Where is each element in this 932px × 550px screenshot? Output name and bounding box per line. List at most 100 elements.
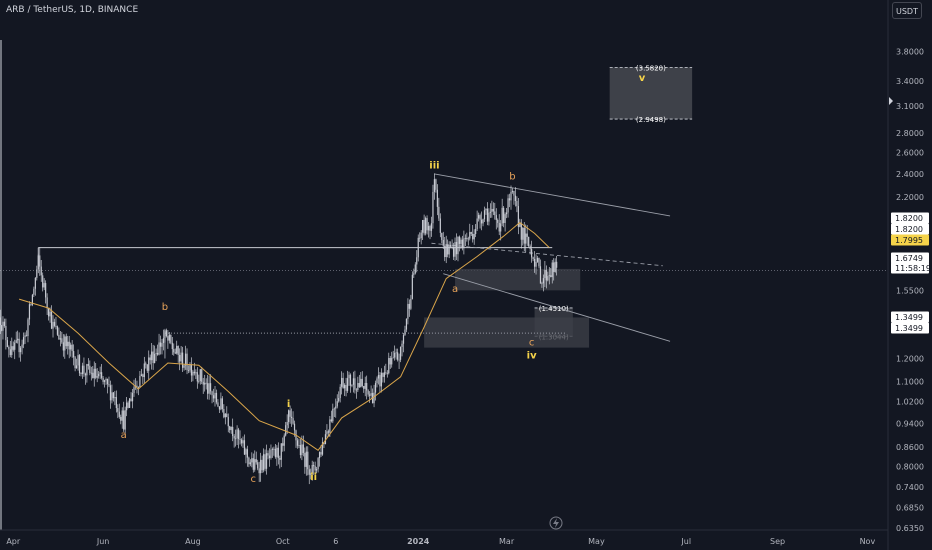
candle-body [143,363,145,378]
candle-body [475,229,477,234]
candle-body [330,419,332,422]
candle-body [503,207,505,223]
candle-body [349,374,352,386]
wave-label: iii [429,160,439,171]
candle-body [398,359,400,361]
y-tick-label: 3.8000 [896,48,924,57]
candle-body [366,383,368,391]
candle-body [460,239,462,244]
candle-body [318,452,321,459]
candle-body [361,378,363,387]
candle-body [3,321,6,326]
zone-bottom-label: (2.9498) [636,116,666,124]
scale-arrow-icon [889,97,893,105]
candle-body [207,383,209,394]
y-tick-label: 0.6350 [896,524,924,533]
candle-body [298,445,300,446]
candle-body [59,338,61,340]
candle-body [242,440,244,444]
candle-body [73,351,75,358]
candle-body [545,270,547,281]
x-tick-label: 6 [333,537,338,546]
candle-body [105,378,107,381]
candle-body [553,262,555,272]
candle-body [151,351,153,361]
candle-body [77,355,79,366]
candle-body [201,369,203,382]
candle-body [208,383,210,394]
y-tick-label: 1.0200 [896,398,924,407]
candle-body [520,222,522,240]
candle-body [416,257,418,265]
candle-body [501,207,503,224]
candle-body [124,410,126,430]
candle-body [235,438,237,440]
candle-body [99,372,101,374]
candle-body [34,277,36,289]
chart-grid [0,40,888,530]
candle-body [343,384,346,389]
candle-body [123,410,125,430]
candle-body [64,336,66,351]
candle-body [510,191,512,201]
candle-body [341,377,343,387]
candle-body [338,398,340,402]
x-tick-label: Nov [860,537,876,546]
candle-body [202,381,204,385]
x-tick-label: Apr [6,537,21,546]
candle-body [514,195,517,201]
candle-body [283,435,285,446]
candle-body [223,409,225,418]
candle-body [111,392,113,401]
candle-body [424,218,427,234]
candle-body [429,226,431,231]
symbol-header[interactable]: ARB / TetherUS, 1D, BINANCE [6,5,139,15]
candle-body [128,398,131,408]
candle-body [399,346,402,360]
candle-body [382,372,384,377]
candle-body [439,218,441,233]
wave-label: v [639,73,646,84]
candle-body [529,245,531,249]
candle-body [155,352,157,354]
wave-label: c [251,474,257,485]
candle-body [354,378,356,390]
candle-body [258,468,260,474]
currency-button[interactable]: USDT [892,2,922,19]
candle-body [229,426,231,431]
candle-body [12,346,14,350]
y-tick-label: 1.1000 [896,378,924,387]
lightning-bolt-icon [553,518,559,528]
candle-body [333,408,335,410]
candle-body [130,398,132,402]
candle-body [386,372,388,374]
candle-body [36,269,38,278]
candle-body [397,352,399,360]
candle-body [535,261,537,267]
zone-top-label: (3.5820) [636,64,666,72]
time-axis[interactable]: Apr Jun Aug Oct 6 2024 Mar May Jul Sep Nov [0,529,888,546]
candle-body [383,372,385,377]
candle-body [528,236,530,246]
candle-body [136,385,138,387]
candle-body [108,384,110,386]
candle-body [271,449,274,451]
candle-body [177,345,179,355]
candle-body [232,426,234,437]
candle-body [212,395,215,399]
price-badge [891,223,929,235]
price-axis[interactable]: 3.8000 3.4000 3.1000 2.8000 2.6000 2.4000 2.20… [887,0,924,550]
candle-body [482,219,484,224]
chart-misc [549,516,563,530]
candle-body [445,244,447,258]
candle-body [98,373,100,377]
candle-body [526,233,528,237]
candle-body [199,369,201,381]
candle-body [289,410,291,417]
y-tick-label: 3.1000 [896,102,924,111]
candle-body [265,453,268,469]
candle-body [173,349,175,353]
